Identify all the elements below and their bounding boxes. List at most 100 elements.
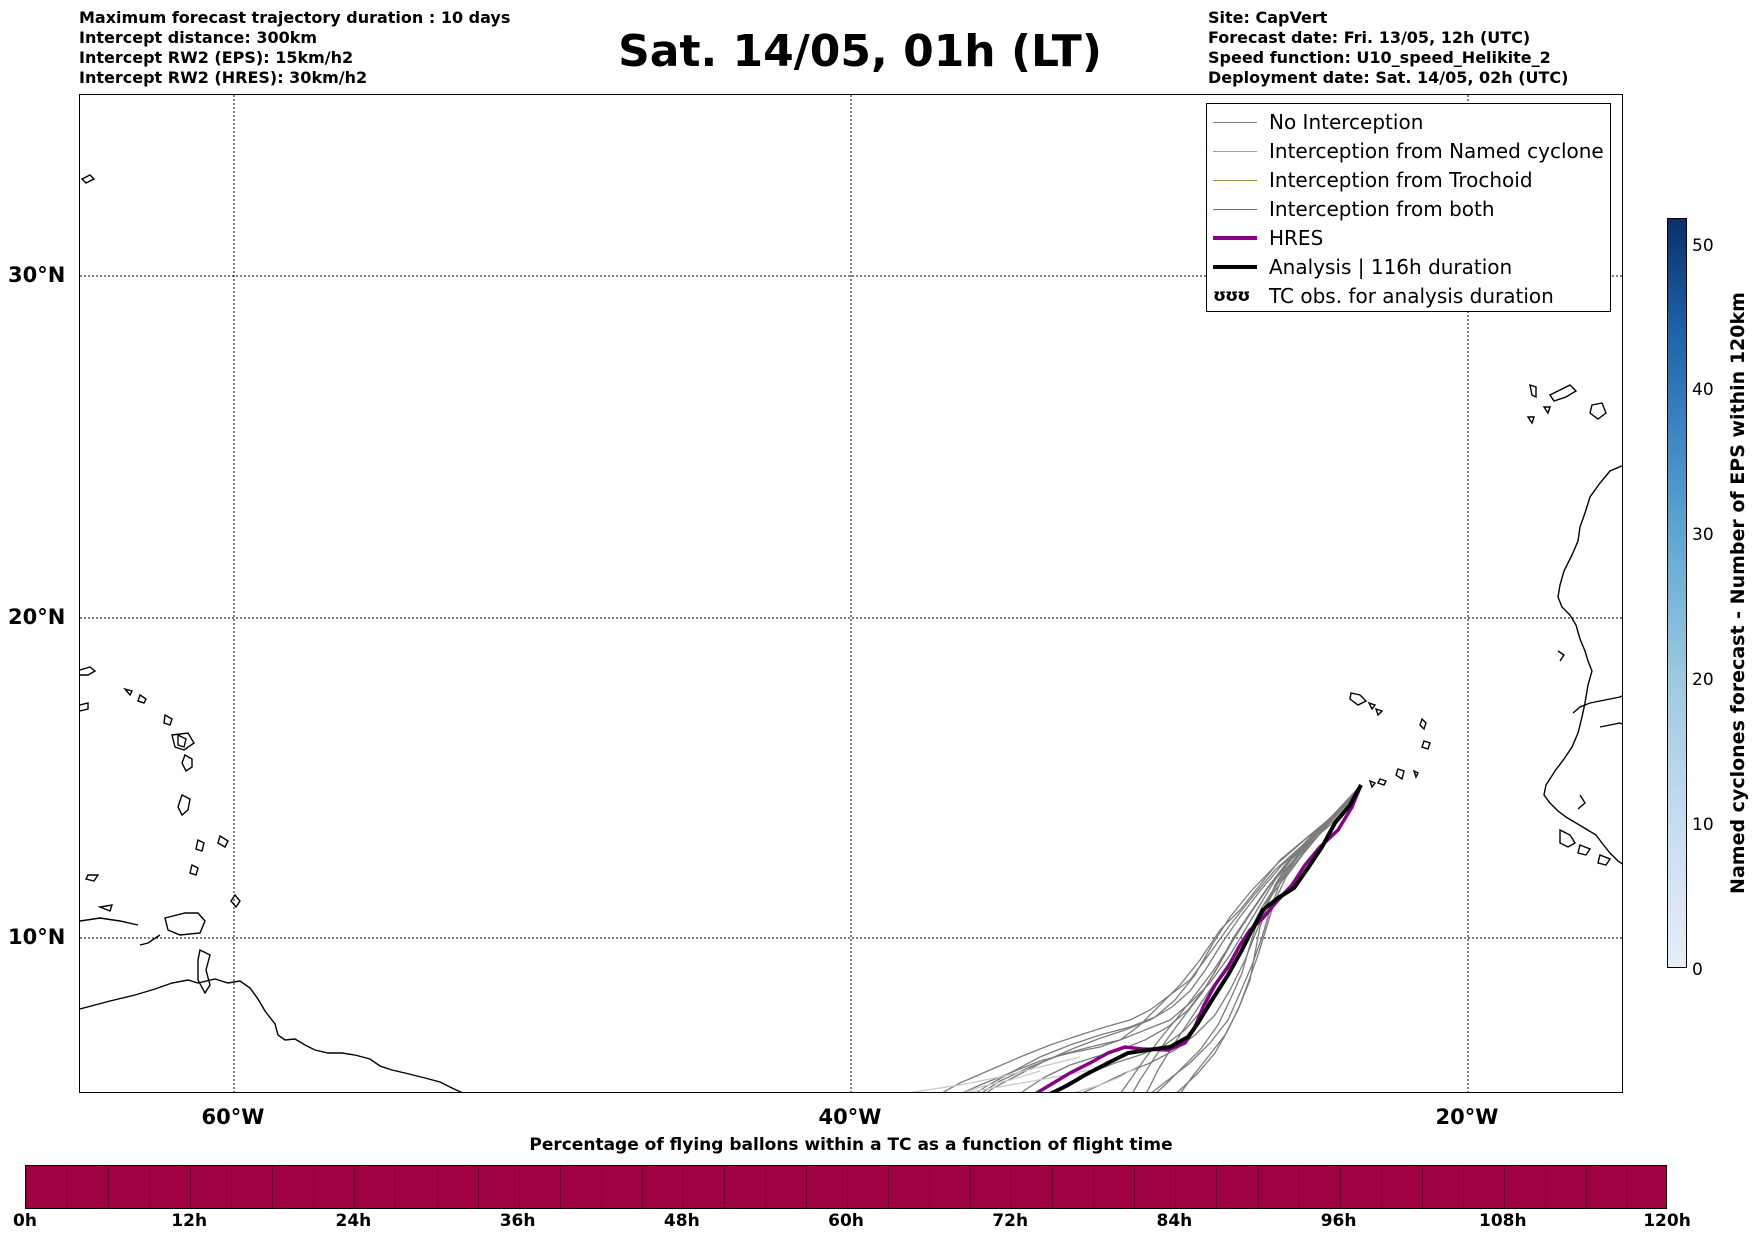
colorbar-segment-divider	[1257, 1166, 1259, 1208]
colorbar-segment-divider	[723, 1166, 725, 1208]
tc-symbol-icon: ʊʊʊ	[1213, 286, 1250, 306]
flight-time-tick: 72h	[992, 1211, 1029, 1231]
map-panel[interactable]	[79, 94, 1623, 1093]
hres-trajectory	[1034, 784, 1363, 1092]
colorbar-segment-divider	[1462, 1166, 1464, 1208]
colorbar-segment-divider	[149, 1166, 151, 1208]
flight-time-tick: 0h	[13, 1211, 37, 1231]
intercept-eps-text: Intercept RW2 (EPS): 15km/h2	[79, 48, 354, 67]
legend-label: Interception from both	[1269, 197, 1495, 221]
cape-verde-boavista	[1421, 740, 1431, 750]
colorbar-segment-divider	[1011, 1166, 1013, 1208]
flight-time-tick: 36h	[499, 1211, 536, 1231]
flight-time-colorbar	[25, 1165, 1667, 1209]
intercept-hres-text: Intercept RW2 (HRES): 30km/h2	[79, 68, 368, 87]
legend-label: Analysis | 116h duration	[1269, 255, 1513, 279]
colorbar-title: Named cyclones forecast - Number of EPS …	[1727, 292, 1749, 894]
flight-time-colorbar-title: Percentage of flying ballons within a TC…	[529, 1135, 1173, 1155]
forecast-parameters: Maximum forecast trajectory duration : 1…	[79, 8, 510, 88]
canary-tenerife	[1548, 384, 1578, 402]
colorbar-segment-divider	[231, 1166, 233, 1208]
speed-function-text: Speed function: U10_speed_Helikite_2	[1208, 48, 1551, 67]
colorbar-tick: 20	[1692, 670, 1714, 690]
colorbar-segment-divider	[518, 1166, 520, 1208]
legend-label: TC obs. for analysis duration	[1269, 284, 1554, 308]
legend-label: Interception from Named cyclone	[1269, 139, 1604, 163]
cape-verde-santo-antao	[1349, 692, 1368, 706]
legend-swatch	[1213, 209, 1257, 210]
colorbar-segment-divider	[970, 1166, 972, 1208]
colorbar-segment-divider	[1421, 1166, 1423, 1208]
canary-gran-canaria	[1589, 402, 1607, 420]
trinidad-island	[164, 912, 206, 936]
flight-time-tick: 24h	[335, 1211, 372, 1231]
flight-time-tick: 48h	[663, 1211, 700, 1231]
legend-swatch	[1213, 236, 1257, 240]
coastlines	[80, 174, 1622, 1092]
legend-label: No Interception	[1269, 110, 1424, 134]
analysis-trajectory	[1049, 784, 1363, 1092]
st-lucia-island	[195, 838, 205, 852]
guadeloupe-island	[177, 733, 187, 748]
colorbar-segment-divider	[1052, 1166, 1054, 1208]
colorbar-tick: 10	[1692, 815, 1714, 835]
lon-label-40w: 40°W	[818, 1105, 882, 1129]
south-america-coast	[80, 978, 463, 1092]
flight-time-tick: 12h	[171, 1211, 208, 1231]
colorbar-segment-divider	[559, 1166, 561, 1208]
flight-time-tick: 96h	[1320, 1211, 1357, 1231]
colorbar-segment-divider	[805, 1166, 807, 1208]
colorbar-segment-divider	[847, 1166, 848, 1208]
colorbar-segment-divider	[1380, 1166, 1382, 1208]
martinique-island	[177, 794, 191, 817]
lat-label-10n: 10°N	[8, 925, 66, 949]
legend-item-named-cyclone: Interception from Named cyclone	[1207, 137, 1610, 166]
colorbar-tick: 0	[1692, 960, 1703, 980]
site-text: Site: CapVert	[1208, 8, 1328, 27]
intercept-distance-text: Intercept distance: 300km	[79, 28, 318, 47]
gridlines	[80, 95, 1622, 1092]
legend-item-tc-obs: ʊʊʊ TC obs. for analysis duration	[1207, 282, 1610, 311]
flight-time-tick: 84h	[1156, 1211, 1193, 1231]
lon-label-60w: 60°W	[201, 1105, 265, 1129]
legend-item-trochoid: Interception from Trochoid	[1207, 166, 1610, 195]
colorbar-segment-divider	[108, 1166, 110, 1208]
africa-coast	[1543, 465, 1622, 865]
legend-item-hres: HRES	[1207, 224, 1610, 253]
dominica-island	[181, 753, 193, 773]
flight-time-tick: 120h	[1643, 1211, 1691, 1231]
legend-swatch	[1213, 122, 1257, 123]
max-duration-text: Maximum forecast trajectory duration : 1…	[79, 8, 511, 27]
colorbar-segment-divider	[1339, 1166, 1341, 1208]
colorbar-segment-divider	[682, 1166, 684, 1208]
colorbar-segment-divider	[313, 1166, 315, 1208]
flight-time-tick: 108h	[1479, 1211, 1527, 1231]
colorbar-tick: 50	[1692, 236, 1714, 256]
colorbar-segment-divider	[1134, 1166, 1136, 1208]
legend-swatch	[1213, 265, 1257, 269]
colorbar-segment-divider	[1503, 1166, 1505, 1208]
forecast-date-text: Forecast date: Fri. 13/05, 12h (UTC)	[1208, 28, 1531, 47]
colorbar-segment-divider	[354, 1166, 356, 1208]
lon-label-20w: 20°W	[1435, 1105, 1499, 1129]
lat-label-20n: 20°N	[8, 605, 66, 629]
legend-label: HRES	[1269, 226, 1324, 250]
map-title: Sat. 14/05, 01h (LT)	[618, 26, 1102, 77]
colorbar-segment-divider	[477, 1166, 479, 1208]
colorbar-segment-divider	[1093, 1166, 1095, 1208]
colorbar-segment-divider	[1175, 1166, 1177, 1208]
colorbar-segment-divider	[888, 1166, 890, 1208]
legend-box: No Interception Interception from Named …	[1206, 103, 1611, 312]
legend-swatch	[1213, 180, 1257, 181]
lat-label-30n: 30°N	[8, 263, 66, 287]
legend-item-both: Interception from both	[1207, 195, 1610, 224]
site-info: Site: CapVert Forecast date: Fri. 13/05,…	[1208, 8, 1568, 88]
colorbar-segment-divider	[641, 1166, 643, 1208]
legend-swatch	[1213, 151, 1257, 152]
colorbar-segment-divider	[1216, 1166, 1218, 1208]
colorbar-segment-divider	[436, 1166, 438, 1208]
eps-trajectories	[942, 784, 1362, 1092]
colorbar-segment-divider	[1544, 1166, 1546, 1208]
map-canvas	[80, 95, 1622, 1092]
cyclone-count-colorbar	[1667, 218, 1687, 968]
